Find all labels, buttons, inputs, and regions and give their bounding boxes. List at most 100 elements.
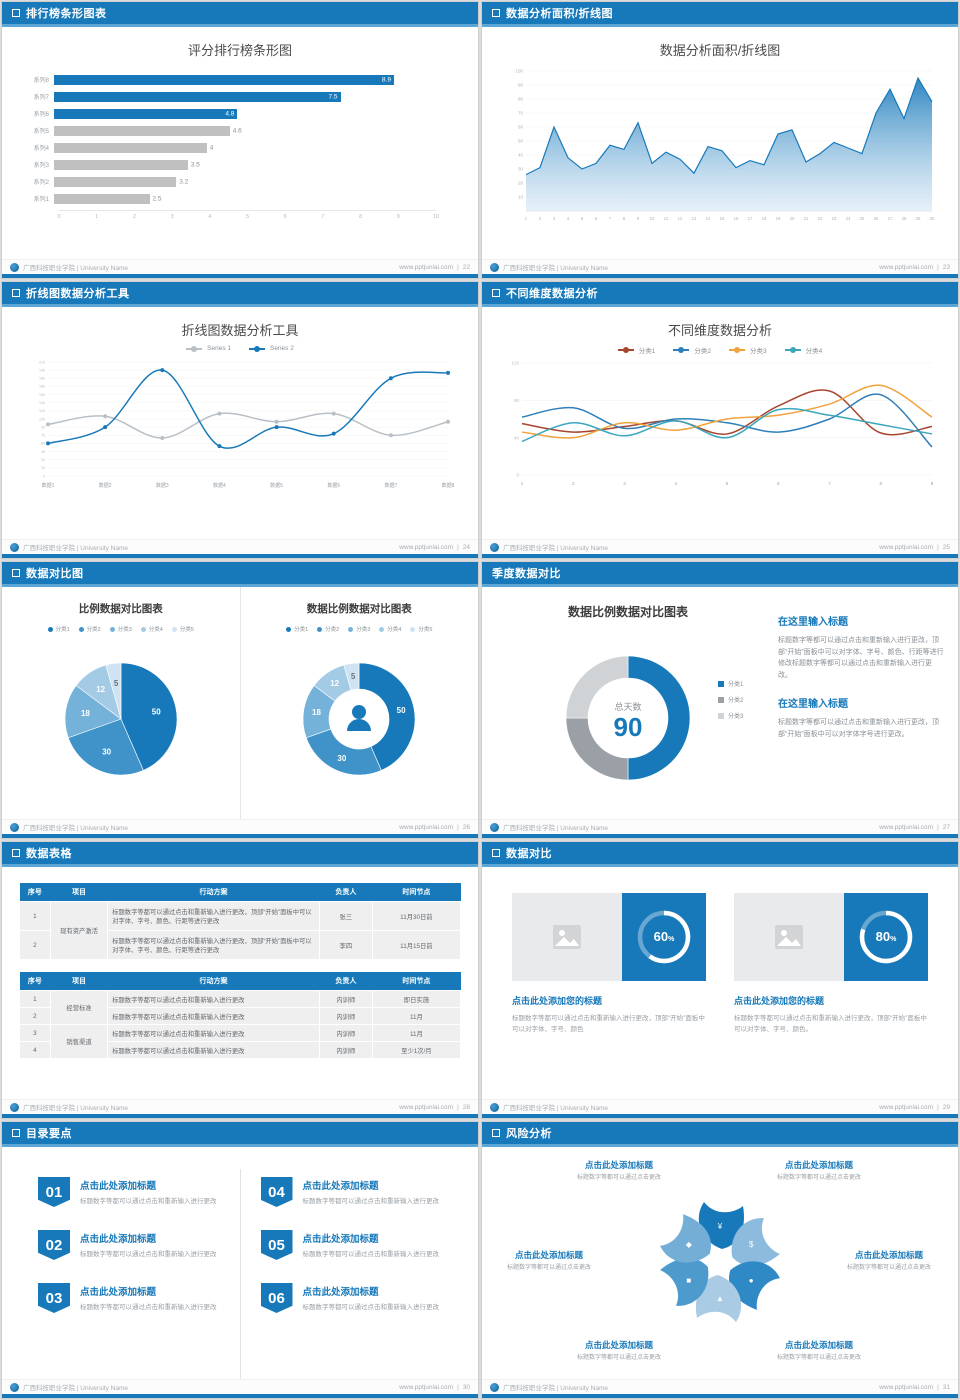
footer-separator: | <box>457 823 459 831</box>
toc-item: 04 点击此处添加标题 标题数字等都可以通过点击和重新输入进行更改 <box>260 1177 443 1207</box>
coins-icon: $ <box>749 1240 754 1249</box>
toc-item-title: 点击此处添加标题 <box>80 1287 157 1298</box>
slide-title-bar: 数据表格 <box>2 842 478 864</box>
slide-title: 数据分析面积/折线图 <box>506 8 614 20</box>
slide-title: 数据对比 <box>506 848 552 860</box>
square-bullet-icon <box>12 9 20 17</box>
risk-label: 点击此处添加标题 标题数字等都可以通过点击更改 <box>754 1159 884 1183</box>
page-number: 27 <box>942 823 950 831</box>
toc-item-body: 标题数字等都可以通过点击和重新输入进行更改 <box>302 1198 440 1205</box>
svg-text:12: 12 <box>330 679 339 688</box>
footer-separator: | <box>937 543 939 551</box>
svg-text:19: 19 <box>776 216 781 221</box>
image-placeholder <box>512 893 622 981</box>
svg-text:5: 5 <box>581 216 584 221</box>
svg-text:8: 8 <box>623 216 626 221</box>
svg-text:80: 80 <box>518 97 524 102</box>
university-logo-icon <box>10 1382 19 1392</box>
university-name: 广西科技职业学院 | University Name <box>23 545 128 552</box>
toc-item: 06 点击此处添加标题 标题数字等都可以通过点击和重新输入进行更改 <box>260 1283 443 1313</box>
university-logo-icon <box>490 1102 499 1112</box>
slide-pie-comparison[interactable]: 数据对比图 比例数据对比图表 分类1 分类2 分类3 分类4 分类5 50 30 18 12 5… <box>1 561 479 839</box>
svg-text:数据2: 数据2 <box>99 482 112 489</box>
risk-label-body: 标题数字等都可以通过点击更改 <box>576 1175 661 1181</box>
svg-text:5: 5 <box>726 481 729 486</box>
svg-text:90: 90 <box>614 712 643 742</box>
chart-legend: 分类1 分类2 分类3 <box>718 679 743 720</box>
footer-separator: | <box>937 823 939 831</box>
risk-label-body: 标题数字等都可以通过点击更改 <box>776 1175 861 1181</box>
svg-text:150: 150 <box>39 393 45 397</box>
university-name: 广西科技职业学院 | University Name <box>23 265 128 272</box>
svg-text:5: 5 <box>351 672 356 681</box>
svg-text:数据6: 数据6 <box>327 482 340 489</box>
text-block-body: 标题数字等都可以通过点击和重新输入进行更改，顶部“开始”面板中可以对字体、字号、… <box>778 637 944 679</box>
footer-accent-strip <box>2 1394 478 1398</box>
square-bullet-icon <box>492 289 500 297</box>
svg-text:3: 3 <box>553 216 556 221</box>
people-icon: ● <box>749 1276 754 1285</box>
slide-risk-analysis[interactable]: 风险分析 ¥ $ ● ▲ ■ ◆ 点击此处添加标题 标题数字等都可以通过点击更改 点击此处添… <box>481 1121 959 1399</box>
university-name: 广西科技职业学院 | University Name <box>23 825 128 832</box>
slide-data-tables[interactable]: 数据表格 序号 项目 行动方案 负责人 时间节点 1 现有资产激活 标题数字等都可以通过点击和… <box>1 841 479 1119</box>
pie-chart-panel: 比例数据对比图表 分类1 分类2 分类3 分类4 分类5 50 30 18 12 5 <box>2 587 240 819</box>
toc-item-body: 标题数字等都可以通过点击和重新输入进行更改 <box>80 1198 217 1205</box>
risk-label-body: 标题数字等都可以通过点击更改 <box>776 1355 861 1361</box>
text-block-title: 在这里输入标题 <box>778 699 848 711</box>
slide-line-chart-tool[interactable]: 折线图数据分析工具 折线图数据分析工具 Series 1 Series 2 0 15… <box>1 281 479 559</box>
risk-label: 点击此处添加标题 标题数字等都可以通过点击更改 <box>824 1249 954 1273</box>
chart-legend: Series 1 Series 2 <box>2 345 478 352</box>
slide-percent-comparison[interactable]: 数据对比 60% 点击此处添加您的标题 标题数字等都可以通过点击和重新输入进行更… <box>481 841 959 1119</box>
slide-toc-points[interactable]: 目录要点 01 点击此处添加标题 标题数字等都可以通过点击和重新输入进行更改 02… <box>1 1121 479 1399</box>
svg-text:总天数: 总天数 <box>614 701 641 712</box>
slide-title: 风险分析 <box>506 1128 552 1140</box>
university-logo-icon <box>490 262 499 272</box>
site-url: www.pptjunlai.com <box>399 1103 454 1111</box>
svg-text:16: 16 <box>734 216 739 221</box>
risk-label-body: 标题数字等都可以通过点击更改 <box>506 1265 591 1271</box>
footer-separator: | <box>457 263 459 271</box>
page-number: 22 <box>462 263 470 271</box>
slide-ranking-bar-chart[interactable]: 排行榜条形图表 评分排行榜条形图 系列8 8.9 系列7 7.5 系列6 4.8 系列5 4.… <box>1 1 479 279</box>
slide-quarter-comparison[interactable]: 季度数据对比 数据比例数据对比图表 总天数 90 分类1 分类2 分类3 在这里输入标… <box>481 561 959 839</box>
svg-text:15: 15 <box>41 466 45 470</box>
chart-title: 评分排行榜条形图 <box>187 43 292 58</box>
footer-accent-strip <box>2 554 478 558</box>
footer-accent-strip <box>482 1114 958 1118</box>
calculator-icon: ■ <box>686 1276 691 1285</box>
university-logo-icon <box>490 542 499 552</box>
image-placeholder <box>734 893 844 981</box>
toc-item: 05 点击此处添加标题 标题数字等都可以通过点击和重新输入进行更改 <box>260 1230 443 1260</box>
university-name: 广西科技职业学院 | University Name <box>503 1105 608 1112</box>
svg-text:28: 28 <box>902 216 907 221</box>
slide-area-chart[interactable]: 数据分析面积/折线图 数据分析面积/折线图 10 20 30 40 50 60 70 80 90… <box>481 1 959 279</box>
svg-text:180: 180 <box>39 377 45 381</box>
slide-footer: 广西科技职业学院 | University Name www.pptjunlai… <box>482 1099 958 1114</box>
toc-item-body: 标题数字等都可以通过点击和重新输入进行更改 <box>302 1304 440 1311</box>
page-number: 29 <box>942 1103 950 1111</box>
page-number: 23 <box>942 263 950 271</box>
chart-legend: 分类1 分类2 分类3 分类4 分类5 <box>2 625 240 633</box>
toc-item: 02 点击此处添加标题 标题数字等都可以通过点击和重新输入进行更改 <box>38 1230 220 1260</box>
svg-text:50: 50 <box>152 707 161 716</box>
pie-chart: 50 30 18 12 5 <box>64 662 178 776</box>
svg-text:数据1: 数据1 <box>42 482 55 489</box>
risk-label-title: 点击此处添加标题 <box>584 1340 653 1350</box>
slide-multi-dimension-chart[interactable]: 不同维度数据分析 不同维度数据分析 分类1 分类2 分类3 分类4 0 40 80 120 1… <box>481 281 959 559</box>
page-number: 28 <box>462 1103 470 1111</box>
university-name: 广西科技职业学院 | University Name <box>23 1385 128 1392</box>
header-accent-line <box>482 864 958 867</box>
toc-item-title: 点击此处添加标题 <box>302 1287 379 1298</box>
footer-accent-strip <box>482 1394 958 1398</box>
svg-text:135: 135 <box>39 401 45 405</box>
footer-separator: | <box>937 1103 939 1111</box>
square-bullet-icon <box>12 849 20 857</box>
slide-title: 折线图数据分析工具 <box>26 288 130 300</box>
svg-text:120: 120 <box>39 409 45 413</box>
slide-footer: 广西科技职业学院 | University Name www.pptjunlai… <box>2 819 478 834</box>
svg-text:30: 30 <box>338 754 347 763</box>
svg-text:210: 210 <box>39 360 45 364</box>
slide-title-bar: 排行榜条形图表 <box>2 2 478 24</box>
slide-footer: 广西科技职业学院 | University Name www.pptjunlai… <box>2 259 478 274</box>
svg-text:1: 1 <box>521 481 524 486</box>
